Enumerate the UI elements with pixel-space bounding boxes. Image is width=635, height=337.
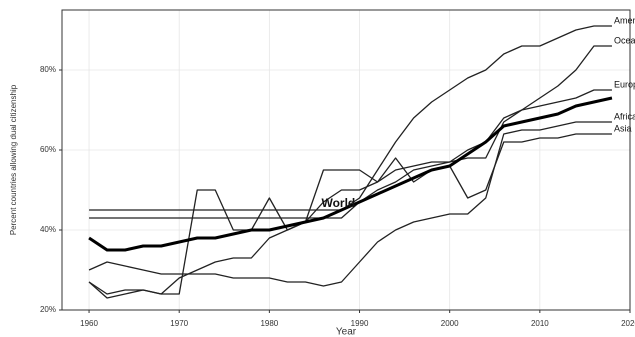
series-line	[89, 25, 612, 211]
x-tick-label: 1970	[170, 319, 188, 328]
y-tick-label: 80%	[40, 65, 56, 74]
series-label: Americas	[614, 15, 635, 25]
x-tick-label: 1990	[351, 319, 369, 328]
x-tick-label: 2010	[531, 319, 549, 328]
series-label: Africa	[614, 111, 635, 121]
x-tick-label: 1980	[260, 319, 278, 328]
y-axis-label: Percent countries allowing dual citizens…	[9, 84, 18, 235]
plot-frame	[61, 9, 631, 311]
x-tick-label: 2000	[441, 319, 459, 328]
series-label: Oceania	[614, 35, 635, 45]
series-line	[88, 89, 612, 299]
y-tick-label: 40%	[40, 225, 56, 234]
series-line	[88, 96, 613, 252]
series-line	[88, 133, 612, 295]
x-axis-label: Year	[336, 327, 357, 337]
series-line	[88, 121, 612, 287]
series-label: Europe	[614, 79, 635, 89]
x-tick-label: 1960	[80, 319, 98, 328]
y-tick-label: 20%	[40, 305, 56, 314]
x-tick-label: 2020	[621, 319, 635, 328]
series-line	[89, 45, 612, 219]
y-tick-label: 60%	[40, 145, 56, 154]
series-label: Asia	[614, 123, 632, 133]
series-label: World	[321, 196, 355, 210]
